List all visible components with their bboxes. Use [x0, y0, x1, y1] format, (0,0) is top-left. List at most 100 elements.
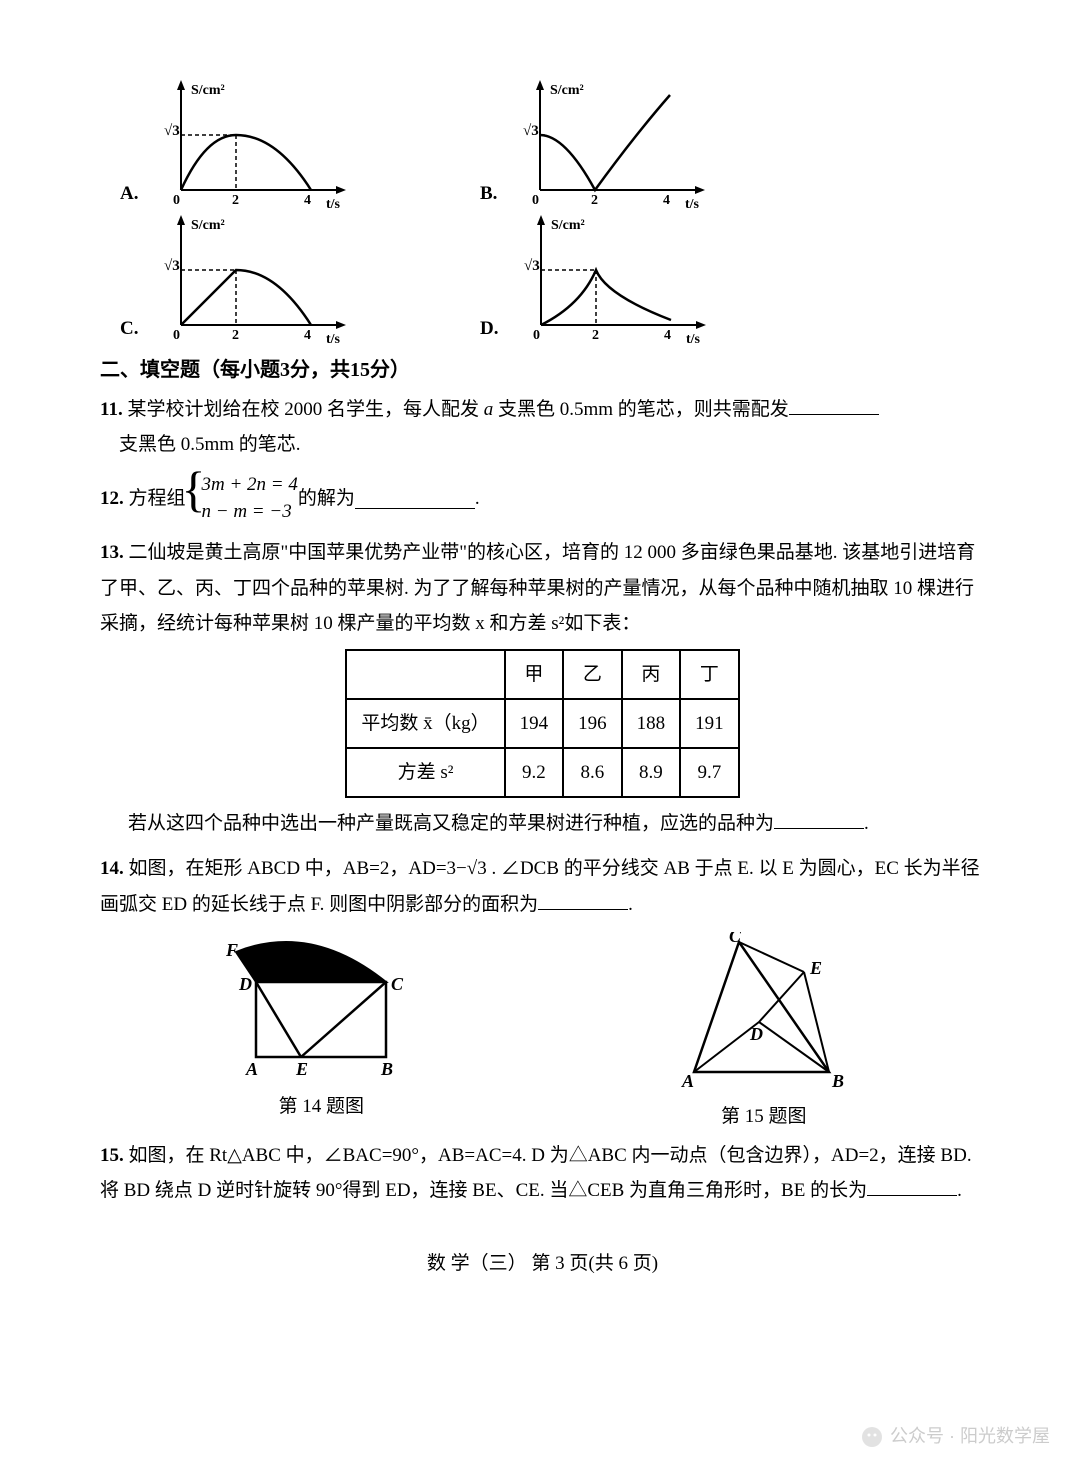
- svg-text:2: 2: [232, 328, 239, 343]
- svg-text:E: E: [295, 1059, 308, 1077]
- q13-table: 甲 乙 丙 丁 平均数 x̄（kg） 194 196 188 191 方差 s²…: [345, 649, 739, 798]
- table-row: 甲 乙 丙 丁: [346, 650, 738, 699]
- svg-text:C: C: [391, 974, 404, 994]
- chart-row-2: C. √3 0 2 4 S/cm² t/s D. √3 0: [100, 215, 985, 345]
- option-d-label: D.: [480, 318, 498, 340]
- watermark: 公众号 · 阳光数学屋: [860, 1422, 1050, 1449]
- svg-text:0: 0: [173, 193, 180, 208]
- q13-blank: [774, 809, 864, 829]
- fig15-caption: 第 15 题图: [664, 1101, 864, 1128]
- svg-text:S/cm²: S/cm²: [551, 218, 585, 233]
- svg-text:t/s: t/s: [326, 332, 341, 345]
- table-row: 方差 s² 9.2 8.6 8.9 9.7: [346, 748, 738, 797]
- q12-text-c: .: [475, 481, 480, 516]
- cell: 196: [563, 699, 622, 748]
- chart-d: √3 0 2 4 S/cm² t/s: [506, 215, 706, 345]
- q13-para1: 二仙坡是黄土高原"中国苹果优势产业带"的核心区，培育的 12 000 多亩绿色果…: [100, 542, 975, 633]
- q12-eq2: n − m = −3: [202, 499, 298, 526]
- q12-text-a: 方程组: [129, 481, 186, 516]
- svg-text:D: D: [238, 974, 252, 994]
- svg-text:√3: √3: [164, 258, 180, 274]
- question-15: 15. 如图，在 Rt△ABC 中，∠BAC=90°，AB=AC=4. D 为△…: [100, 1138, 985, 1208]
- cell: 188: [622, 699, 681, 748]
- page-content: A. √3 0 2 4 S/cm² t/s B. √3 0: [0, 0, 1080, 1335]
- cell: 8.6: [563, 748, 622, 797]
- svg-text:4: 4: [664, 328, 671, 343]
- q14-number: 14.: [100, 858, 124, 879]
- svg-text:S/cm²: S/cm²: [191, 218, 225, 233]
- option-a-label: A.: [120, 183, 138, 205]
- fig14-caption: 第 14 题图: [221, 1091, 421, 1118]
- th-blank: [346, 650, 504, 699]
- chart-a: √3 0 2 4 S/cm² t/s: [146, 80, 346, 210]
- q11-blank: [789, 395, 879, 415]
- cell: 9.2: [505, 748, 564, 797]
- svg-text:A: A: [245, 1059, 258, 1077]
- th-bing: 丙: [622, 650, 681, 699]
- row2-label: 方差 s²: [346, 748, 504, 797]
- svg-text:D: D: [749, 1024, 763, 1044]
- svg-text:2: 2: [232, 193, 239, 208]
- svg-text:F: F: [225, 940, 238, 960]
- section-title: 二、填空题（每小题3分，共15分）: [100, 353, 985, 382]
- q14-blank: [538, 890, 628, 910]
- page-footer: 数 学（三） 第 3 页(共 6 页): [100, 1248, 985, 1275]
- q12-number: 12.: [100, 481, 124, 516]
- q15-blank: [867, 1176, 957, 1196]
- q13-number: 13.: [100, 542, 124, 563]
- figures-row: F D C A E B 第 14 题图 A B C D E 第 15 题图: [100, 932, 985, 1128]
- q12-equations: 3m + 2n = 4 n − m = −3: [186, 472, 298, 525]
- q11-var: a: [484, 399, 494, 420]
- figure-14: F D C A E B 第 14 题图: [221, 932, 421, 1128]
- th-jia: 甲: [505, 650, 564, 699]
- svg-text:C: C: [729, 932, 742, 946]
- th-yi: 乙: [563, 650, 622, 699]
- q15-number: 15.: [100, 1145, 124, 1166]
- svg-text:0: 0: [173, 328, 180, 343]
- q11-text-a: 某学校计划给在校 2000 名学生，每人配发: [127, 399, 483, 420]
- svg-text:2: 2: [591, 193, 598, 208]
- question-11: 11. 某学校计划给在校 2000 名学生，每人配发 a 支黑色 0.5mm 的…: [100, 392, 985, 462]
- svg-text:A: A: [681, 1071, 694, 1087]
- option-c-label: C.: [120, 318, 138, 340]
- q12-text-b: 的解为: [298, 481, 355, 516]
- q13-para2: 若从这四个品种中选出一种产量既高又稳定的苹果树进行种植，应选的品种为: [128, 813, 774, 834]
- svg-text:S/cm²: S/cm²: [191, 83, 225, 98]
- cell: 191: [680, 699, 739, 748]
- table-row: 平均数 x̄（kg） 194 196 188 191: [346, 699, 738, 748]
- svg-text:E: E: [809, 958, 822, 978]
- svg-text:t/s: t/s: [326, 197, 341, 210]
- svg-text:B: B: [380, 1059, 393, 1077]
- svg-text:√3: √3: [524, 258, 540, 274]
- watermark-text: 公众号 · 阳光数学屋: [890, 1426, 1050, 1446]
- option-b-label: B.: [480, 183, 497, 205]
- svg-text:0: 0: [532, 193, 539, 208]
- chart-b: √3 0 2 4 S/cm² t/s: [505, 80, 705, 210]
- svg-text:S/cm²: S/cm²: [550, 83, 584, 98]
- question-12: 12. 方程组 3m + 2n = 4 n − m = −3 的解为.: [100, 472, 985, 525]
- q11-text-c: 支黑色 0.5mm 的笔芯.: [119, 434, 301, 455]
- svg-text:t/s: t/s: [685, 197, 700, 210]
- wechat-icon: [860, 1425, 884, 1449]
- svg-text:4: 4: [304, 193, 311, 208]
- svg-text:2: 2: [592, 328, 599, 343]
- svg-text:4: 4: [304, 328, 311, 343]
- q11-text-b: 支黑色 0.5mm 的笔芯，则共需配发: [493, 399, 789, 420]
- row1-label: 平均数 x̄（kg）: [346, 699, 504, 748]
- question-14: 14. 如图，在矩形 ABCD 中，AB=2，AD=3−√3 . ∠DCB 的平…: [100, 851, 985, 921]
- svg-text:t/s: t/s: [686, 332, 701, 345]
- svg-text:√3: √3: [164, 123, 180, 139]
- q14-end: .: [628, 894, 633, 915]
- cell: 194: [505, 699, 564, 748]
- svg-text:4: 4: [663, 193, 670, 208]
- q15-end: .: [957, 1180, 962, 1201]
- q15-text: 如图，在 Rt△ABC 中，∠BAC=90°，AB=AC=4. D 为△ABC …: [100, 1145, 972, 1201]
- q12-eq1: 3m + 2n = 4: [202, 472, 298, 499]
- svg-text:B: B: [831, 1071, 844, 1087]
- q11-number: 11.: [100, 399, 123, 420]
- question-13: 13. 二仙坡是黄土高原"中国苹果优势产业带"的核心区，培育的 12 000 多…: [100, 535, 985, 841]
- cell: 9.7: [680, 748, 739, 797]
- q12-blank: [355, 489, 475, 509]
- chart-row-1: A. √3 0 2 4 S/cm² t/s B. √3 0: [100, 80, 985, 210]
- svg-text:√3: √3: [523, 123, 539, 139]
